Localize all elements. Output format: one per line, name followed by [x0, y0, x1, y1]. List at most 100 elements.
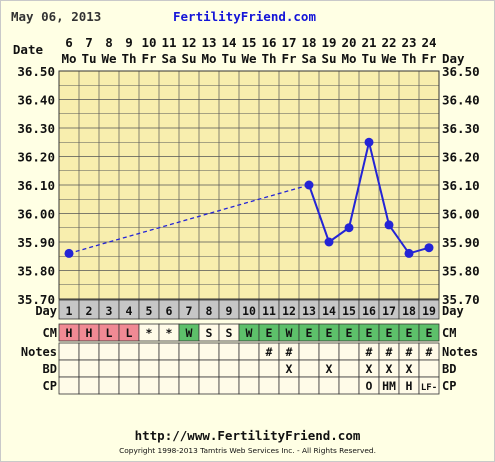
cycle-day-value: 17 [382, 304, 396, 318]
weekday-label: Th [121, 51, 136, 66]
cervical-mucus-cell [418, 323, 440, 342]
bd-value: X [366, 362, 373, 376]
date-label: 15 [241, 35, 256, 50]
cervical-mucus-value: S [206, 326, 213, 340]
notes-value: # [286, 345, 293, 359]
cervical-position-cell [178, 376, 200, 395]
date-label: 18 [301, 35, 316, 50]
cycle-day-value: 2 [86, 304, 93, 318]
cervical-position-cell [238, 376, 260, 395]
cervical-mucus-value: W [246, 326, 253, 340]
temperature-point [64, 248, 74, 258]
y-tick-label-left: 35.90 [17, 235, 55, 250]
date-label: 11 [161, 35, 176, 50]
notes-cell [78, 342, 100, 361]
notes-cell [318, 342, 340, 361]
y-tick-label-left: 36.20 [17, 150, 55, 165]
cycle-day-value: 3 [106, 304, 113, 318]
date-label: 7 [85, 35, 93, 50]
notes-value: # [266, 345, 273, 359]
cervical-mucus-value: E [406, 326, 413, 340]
notes-cell [98, 342, 120, 361]
cervical-mucus-value: W [186, 326, 193, 340]
cycle-day-value: 9 [226, 304, 233, 318]
bd-row-label: BD [43, 362, 57, 376]
bd-cell [338, 359, 360, 378]
cycle-day-value: 19 [422, 304, 436, 318]
weekday-label: Fr [421, 51, 437, 66]
temperature-point [304, 180, 314, 190]
cervical-position-value: HM [382, 379, 396, 393]
temperature-point [404, 248, 414, 258]
date-label: 23 [401, 35, 416, 50]
cervical-position-cell [318, 376, 340, 395]
cycle-day-value: 4 [126, 304, 133, 318]
bd-cell [78, 359, 100, 378]
cervical-position-cell [78, 376, 100, 395]
notes-row-label-right: Notes [442, 345, 478, 359]
cycle-day-row-label: Day [35, 304, 57, 318]
y-tick-label-left: 35.70 [17, 292, 55, 307]
y-tick-label-right: 36.10 [442, 178, 480, 193]
cervical-position-cell [158, 376, 180, 395]
cervical-mucus-value: E [266, 326, 273, 340]
y-tick-label-right: 36.40 [442, 93, 480, 108]
weekday-label: Su [321, 51, 336, 66]
y-tick-label-right: 36.50 [442, 64, 480, 79]
bd-cell [218, 359, 240, 378]
weekday-label: Fr [141, 51, 157, 66]
bd-cell [198, 359, 220, 378]
weekday-label: Tu [361, 51, 376, 66]
cervical-position-row-label: CP [43, 379, 57, 393]
date-label: 24 [421, 35, 436, 50]
cervical-position-cell [298, 376, 320, 395]
bd-cell [258, 359, 280, 378]
cervical-mucus-value: S [226, 326, 233, 340]
cervical-position-cell [258, 376, 280, 395]
date-label: 12 [181, 35, 196, 50]
cervical-mucus-value: L [126, 326, 133, 340]
y-tick-label-left: 36.40 [17, 93, 55, 108]
date-label: 19 [321, 35, 336, 50]
bd-cell [418, 359, 440, 378]
cervical-mucus-value: E [346, 326, 353, 340]
cervical-mucus-row-label-right: CM [442, 326, 456, 340]
y-tick-label-left: 36.50 [17, 64, 55, 79]
weekday-label: Th [401, 51, 416, 66]
y-tick-label-left: 35.80 [17, 264, 55, 279]
cervical-position-cell [418, 376, 440, 395]
cervical-position-cell [278, 376, 300, 395]
weekday-label: Tu [81, 51, 96, 66]
y-tick-label-right: 35.70 [442, 292, 480, 307]
cycle-day-value: 18 [402, 304, 416, 318]
bd-cell [178, 359, 200, 378]
date-label: 6 [65, 35, 73, 50]
chart-date: May 06, 2013 [11, 9, 102, 24]
notes-cell [338, 342, 360, 361]
y-tick-label-right: 35.90 [442, 235, 480, 250]
temperature-point [344, 223, 354, 233]
plot-border [58, 70, 440, 300]
notes-cell [218, 342, 240, 361]
cervical-mucus-value: E [366, 326, 373, 340]
bd-cell [298, 359, 320, 378]
notes-value: # [366, 345, 373, 359]
date-label: 22 [381, 35, 396, 50]
bd-cell [98, 359, 120, 378]
notes-cell [298, 342, 320, 361]
cervical-mucus-value: E [386, 326, 393, 340]
cycle-day-value: 16 [362, 304, 376, 318]
notes-cell [158, 342, 180, 361]
weekday-label: We [101, 51, 117, 66]
cervical-position-cell [58, 376, 80, 395]
cycle-day-value: 14 [322, 304, 336, 318]
weekday-label: Mo [341, 51, 356, 66]
date-row-label: Date [13, 42, 44, 57]
date-label: 17 [281, 35, 296, 50]
cycle-day-value: 10 [242, 304, 256, 318]
bd-cell [118, 359, 140, 378]
bd-cell [58, 359, 80, 378]
date-label: 13 [201, 35, 216, 50]
notes-cell [58, 342, 80, 361]
